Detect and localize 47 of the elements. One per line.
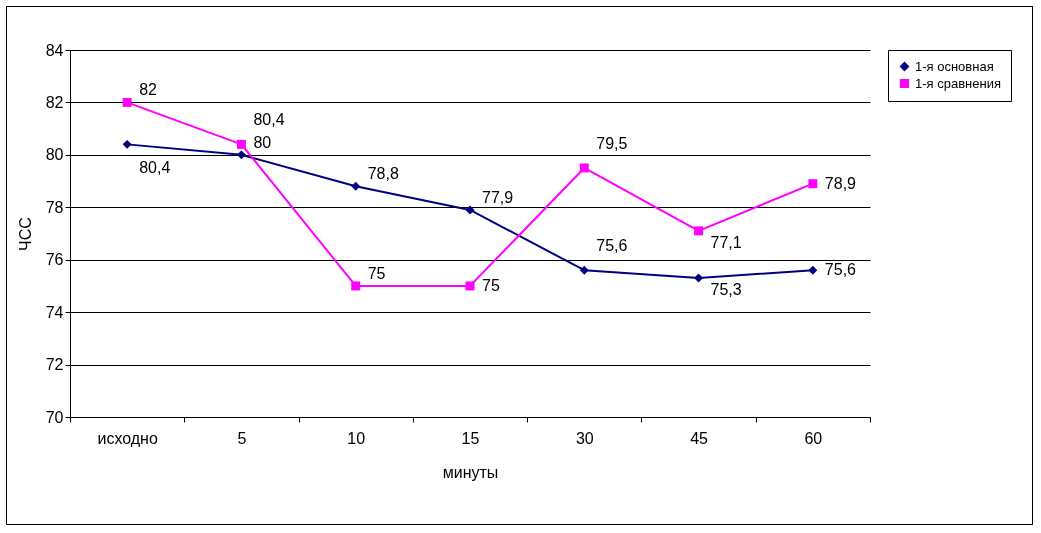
legend-label: 1-я основная bbox=[915, 58, 994, 74]
y-tick-label: 70 bbox=[45, 408, 64, 426]
data-label: 79,5 bbox=[596, 134, 628, 152]
y-tick-label: 82 bbox=[45, 93, 64, 111]
data-label: 77,1 bbox=[710, 233, 742, 251]
y-tick-label: 74 bbox=[45, 303, 64, 321]
point bbox=[122, 139, 132, 149]
point bbox=[694, 273, 704, 283]
point bbox=[808, 265, 818, 275]
data-label: 75 bbox=[367, 264, 386, 282]
data-label: 75,6 bbox=[824, 261, 857, 279]
x-tick-label: 60 bbox=[804, 429, 823, 447]
y-tick-label: 78 bbox=[45, 198, 64, 216]
x-tick-label: 30 bbox=[575, 429, 594, 447]
data-label: 78,8 bbox=[367, 165, 399, 183]
point bbox=[236, 150, 246, 160]
data-label: 75,3 bbox=[710, 281, 742, 299]
x-tick-label: 45 bbox=[690, 429, 709, 447]
point bbox=[465, 205, 475, 215]
y-axis-title: ЧСС bbox=[16, 217, 34, 251]
y-tick-label: 76 bbox=[45, 251, 64, 269]
point bbox=[351, 181, 361, 191]
point bbox=[122, 97, 132, 107]
point bbox=[236, 139, 246, 149]
y-tick-label: 72 bbox=[45, 356, 64, 374]
x-axis-title: минуты bbox=[442, 463, 499, 481]
point bbox=[579, 265, 589, 275]
legend-label: 1-я сравнения bbox=[915, 75, 1001, 91]
data-label: 80,4 bbox=[139, 159, 171, 177]
x-tick-label: исходно bbox=[97, 429, 158, 447]
point bbox=[465, 281, 475, 291]
point bbox=[351, 281, 361, 291]
x-tick-label: 15 bbox=[461, 429, 480, 447]
point bbox=[579, 163, 589, 173]
x-tick-label: 10 bbox=[347, 429, 366, 447]
data-label: 75 bbox=[482, 276, 500, 294]
point bbox=[808, 179, 818, 189]
x-tick-label: 5 bbox=[237, 429, 247, 447]
data-label: 77,9 bbox=[482, 188, 514, 206]
data-label: 75,6 bbox=[596, 237, 628, 255]
data-label: 80 bbox=[253, 133, 272, 151]
y-tick-label: 84 bbox=[45, 41, 64, 59]
y-tick-label: 80 bbox=[45, 146, 64, 164]
data-label: 80,4 bbox=[253, 111, 285, 129]
data-label: 78,9 bbox=[824, 174, 857, 192]
data-label: 82 bbox=[139, 81, 158, 99]
point bbox=[694, 226, 704, 236]
